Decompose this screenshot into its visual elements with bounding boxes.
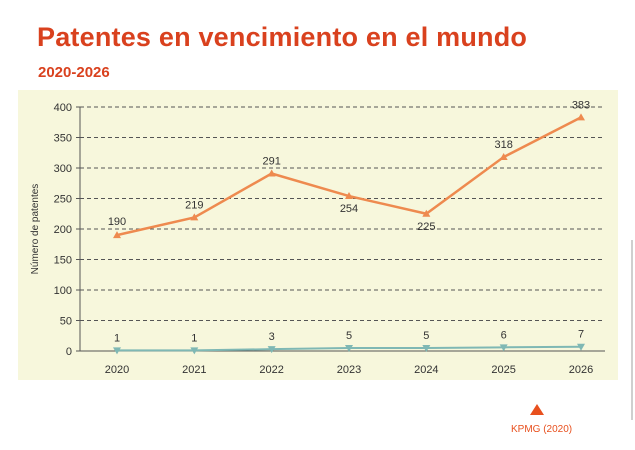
data-label: 5 xyxy=(423,330,429,342)
y-tick-label: 50 xyxy=(60,316,72,328)
data-point xyxy=(190,213,199,221)
data-point xyxy=(345,192,353,200)
x-tick-label: 2024 xyxy=(414,364,438,376)
data-label: 190 xyxy=(108,216,126,228)
data-label: 219 xyxy=(185,199,203,211)
series-line xyxy=(116,116,582,237)
data-point xyxy=(422,209,431,217)
data-label: 254 xyxy=(340,203,358,215)
y-tick-label: 0 xyxy=(66,346,72,358)
data-point xyxy=(267,346,276,354)
y-tick-label: 150 xyxy=(54,255,72,267)
page-subtitle: 2020-2026 xyxy=(38,64,110,81)
data-label: 383 xyxy=(572,99,590,111)
data-label: 6 xyxy=(501,329,507,341)
data-label: 7 xyxy=(578,329,584,341)
data-label: 1 xyxy=(114,332,120,344)
data-point xyxy=(577,113,585,121)
y-tick-label: 200 xyxy=(54,224,72,236)
y-axis-label: Número de patentes xyxy=(30,184,41,275)
y-tick-label: 250 xyxy=(54,194,72,206)
y-tick-label: 400 xyxy=(54,102,72,114)
data-point xyxy=(113,231,121,239)
data-label: 318 xyxy=(494,139,512,151)
chart-panel: 0 50 100 150 200 250 300 350 400 2020 2021 2022 2023… xyxy=(18,90,618,380)
data-point xyxy=(499,344,508,352)
divider xyxy=(631,240,633,420)
data-point xyxy=(345,344,353,352)
data-point xyxy=(267,169,276,177)
x-tick-label: 2020 xyxy=(105,364,129,376)
data-label: 3 xyxy=(269,331,275,343)
x-tick-label: 2023 xyxy=(337,364,361,376)
x-tick-label: 2021 xyxy=(182,364,206,376)
y-tick-label: 300 xyxy=(54,163,72,175)
data-label: 5 xyxy=(346,330,352,342)
data-label: 1 xyxy=(191,332,197,344)
source-label: KPMG (2020) xyxy=(511,424,573,435)
data-point xyxy=(422,344,431,352)
y-tick-label: 350 xyxy=(54,133,72,145)
line-chart: 0 50 100 150 200 250 300 350 400 2020 2021 2022 2023… xyxy=(30,99,605,376)
data-point xyxy=(190,347,199,355)
triangle-up-icon xyxy=(530,404,544,415)
y-tick-label: 100 xyxy=(54,285,72,297)
data-point xyxy=(499,153,508,161)
page-title: Patentes en vencimiento en el mundo xyxy=(37,22,528,52)
data-label: 291 xyxy=(262,155,280,167)
x-tick-label: 2022 xyxy=(259,364,283,376)
x-tick-label: 2026 xyxy=(569,364,593,376)
x-tick-label: 2025 xyxy=(491,364,515,376)
data-point xyxy=(577,343,585,351)
data-label: 225 xyxy=(417,221,435,233)
data-point xyxy=(113,347,121,355)
